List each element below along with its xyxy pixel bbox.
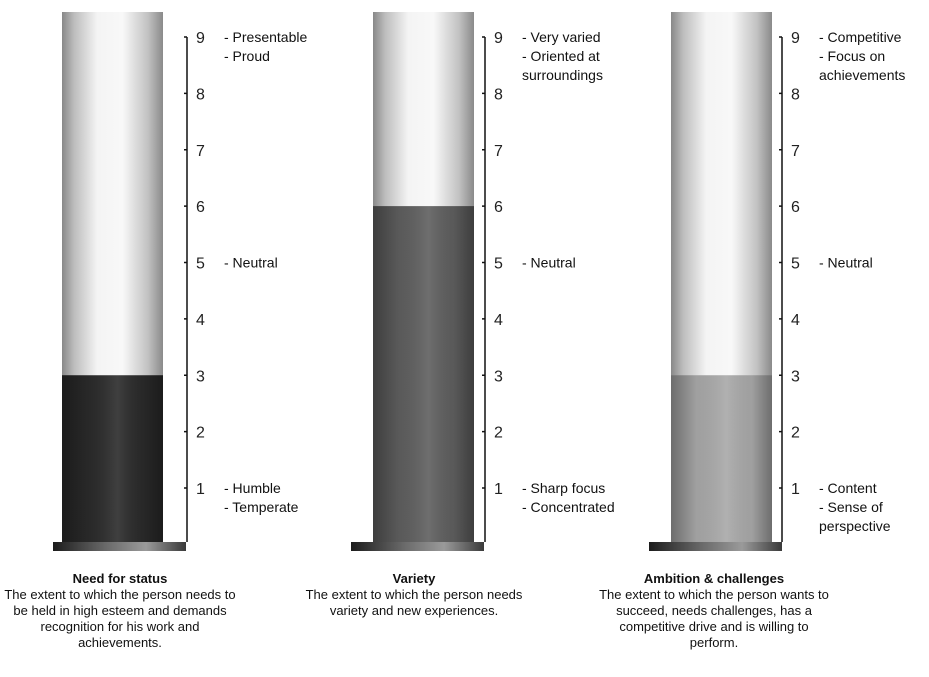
gauge-tick-label: 8 — [494, 86, 503, 103]
gauge-tick-label: 3 — [196, 368, 205, 385]
gauge-tick-label: 8 — [196, 86, 205, 103]
gauge-tick-label: 5 — [494, 256, 503, 273]
gauge-annotation: - Neutral — [224, 255, 278, 271]
gauge-tick-label: 9 — [494, 30, 503, 47]
gauge-annotation: surroundings — [522, 67, 603, 83]
gauge-annotation: - Neutral — [819, 255, 873, 271]
gauge-description: The extent to which the person needs var… — [305, 587, 523, 618]
gauge-tick-label: 1 — [791, 481, 800, 498]
gauge-annotation: - Sense of — [819, 499, 883, 515]
gauge-annotation: - Neutral — [522, 255, 576, 271]
gauge-level-shade — [62, 375, 163, 542]
gauge-tick-label: 6 — [791, 199, 800, 216]
gauge-tick-label: 3 — [494, 368, 503, 385]
gauge-description: The extent to which the person wants to … — [599, 587, 829, 650]
gauge-annotation: - Humble — [224, 480, 281, 496]
gauge-tick-label: 2 — [196, 425, 205, 442]
gauge-tick-label: 9 — [791, 30, 800, 47]
gauge-tick-label: 2 — [791, 425, 800, 442]
gauge-annotation: - Content — [819, 480, 877, 496]
gauge-tick-label: 3 — [791, 368, 800, 385]
gauge-annotation: - Focus on — [819, 48, 885, 64]
gauge-title: Variety — [392, 571, 436, 586]
gauge-base — [351, 542, 484, 551]
gauge-level-shade — [671, 375, 772, 542]
gauge-tick-label: 4 — [196, 312, 205, 329]
gauge-level-shade — [373, 206, 474, 542]
gauge-annotation: - Very varied — [522, 29, 601, 45]
gauge-annotation: - Oriented at — [522, 48, 600, 64]
gauge-annotation: perspective — [819, 518, 891, 534]
gauge-annotation: - Temperate — [224, 499, 299, 515]
gauge-tick-label: 4 — [494, 312, 503, 329]
gauge-base — [53, 542, 186, 551]
caption-need-for-status: Need for status The extent to which the … — [0, 571, 240, 651]
gauge-base — [649, 542, 782, 551]
gauge-tick-label: 6 — [494, 199, 503, 216]
gauge-title: Need for status — [72, 571, 168, 586]
gauge-description: The extent to which the person needs to … — [4, 587, 236, 650]
gauge-need-for-status: 1 2 3 4 5 6 7 8 9 - Presentable - Proud - Neutral - … — [53, 12, 307, 551]
gauge-annotation: achievements — [819, 67, 905, 83]
gauge-tick-label: 2 — [494, 425, 503, 442]
gauge-ambition-challenges: 1 2 3 4 5 6 7 8 9 - Competitive - Focus on achievem… — [649, 12, 905, 551]
caption-ambition-challenges: Ambition & challenges The extent to whic… — [594, 571, 834, 651]
gauge-tick-label: 7 — [196, 143, 205, 160]
gauge-annotation: - Presentable — [224, 29, 307, 45]
gauge-tick-label: 7 — [494, 143, 503, 160]
gauge-tick-label: 9 — [196, 30, 205, 47]
gauge-tick-label: 5 — [791, 256, 800, 273]
gauge-tick-label: 1 — [494, 481, 503, 498]
gauge-annotation: - Sharp focus — [522, 480, 605, 496]
gauge-tick-label: 7 — [791, 143, 800, 160]
gauge-variety: 1 2 3 4 5 6 7 8 9 - Very varied - Oriented at surro… — [351, 12, 615, 551]
gauge-annotation: - Concentrated — [522, 499, 615, 515]
gauge-tick-label: 1 — [196, 481, 205, 498]
caption-variety: Variety The extent to which the person n… — [294, 571, 534, 619]
gauge-annotation: - Proud — [224, 48, 270, 64]
gauge-title: Ambition & challenges — [643, 571, 785, 586]
gauge-tick-label: 8 — [791, 86, 800, 103]
gauge-tick-label: 6 — [196, 199, 205, 216]
gauge-tick-label: 5 — [196, 256, 205, 273]
gauge-annotation: - Competitive — [819, 29, 902, 45]
gauge-tick-label: 4 — [791, 312, 800, 329]
